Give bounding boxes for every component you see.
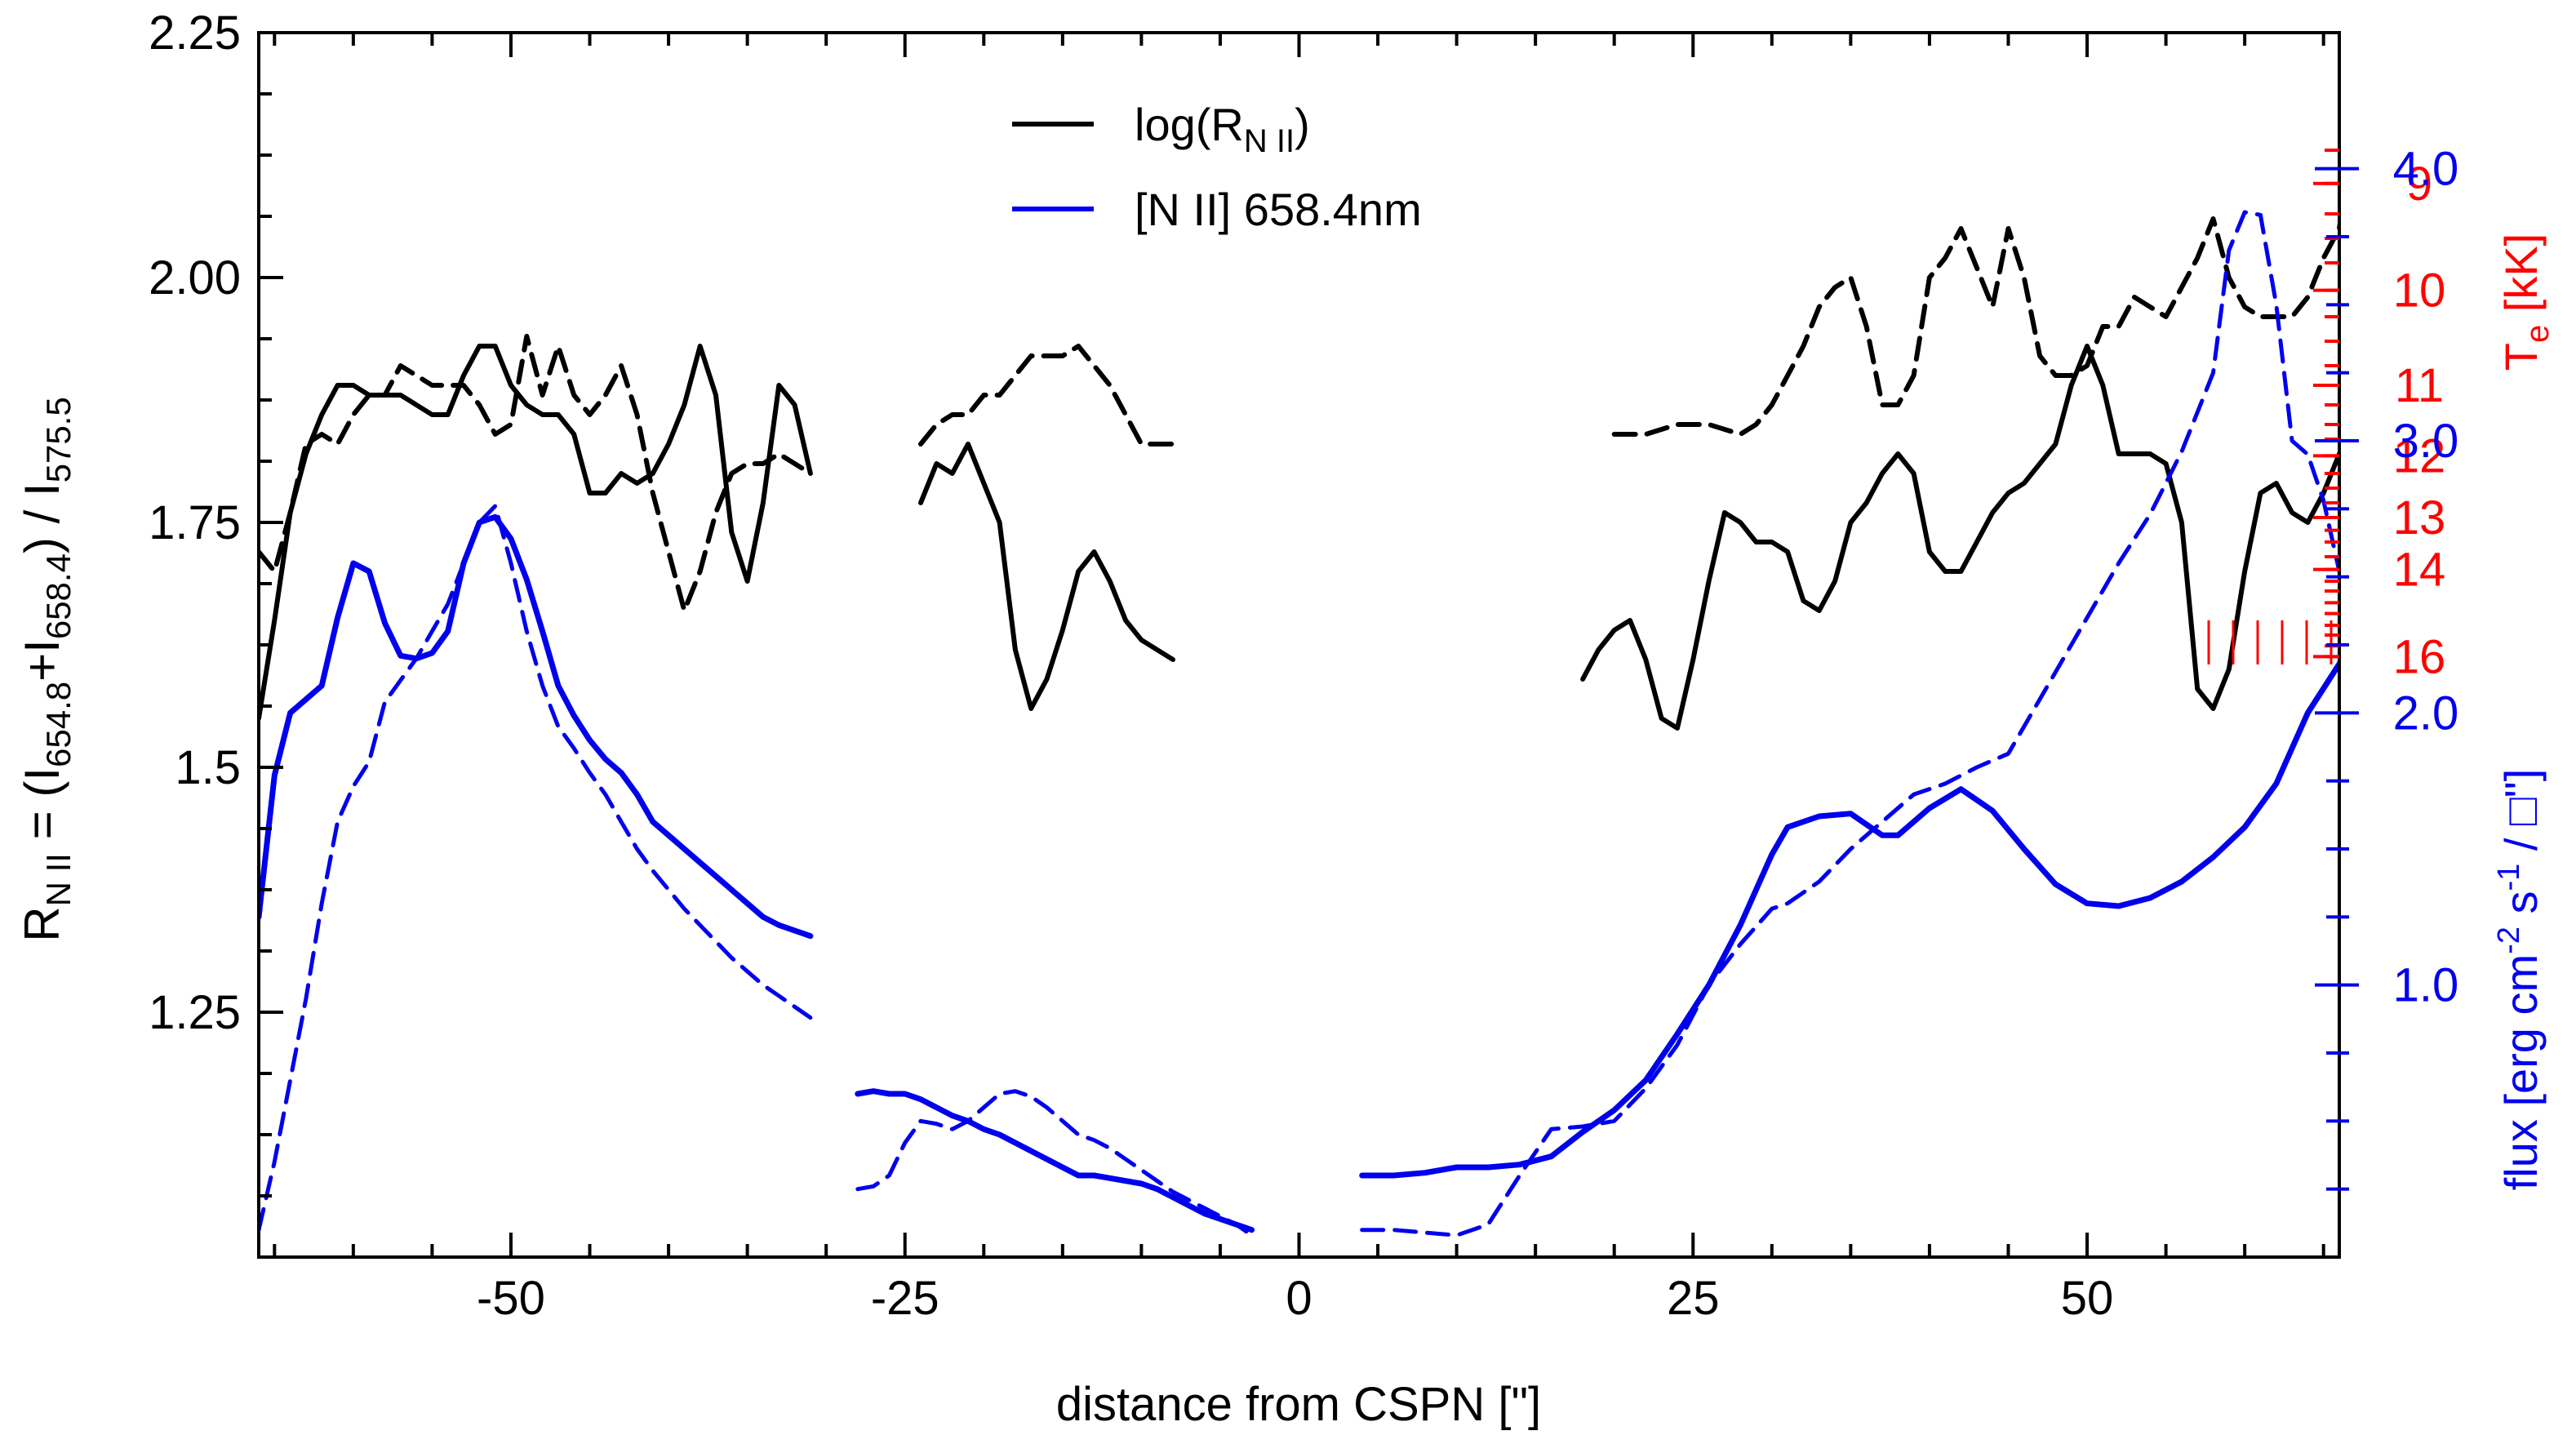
temp-tick-label: 9 (2406, 158, 2432, 211)
axes: -50 -25 0 25 501.251.51.752.002.259101112131… (149, 7, 2458, 1325)
x-tick-label: -50 (477, 1272, 545, 1325)
plot-lines (259, 210, 2339, 1237)
y-tick-label-left: 2.25 (149, 7, 241, 60)
series-1-segment-0 (259, 334, 813, 613)
flux-tick-label: 1.0 (2393, 959, 2459, 1012)
legend: log(RN II) [N II] 658.4nm (1012, 99, 1422, 235)
x-tick-label: -25 (871, 1272, 939, 1325)
y-tick-label-left: 1.75 (149, 496, 241, 549)
y-axis-label-flux: flux [erg cm-2 s-1 / □"] (2492, 769, 2547, 1191)
temp-tick-label: 12 (2393, 429, 2446, 482)
temp-tick-label: 11 (2395, 359, 2444, 412)
y-tick-label-left: 1.25 (149, 986, 241, 1039)
series-3-segment-0 (259, 504, 813, 1233)
legend-label-ratio: log(RN II) (1135, 99, 1310, 159)
series-0-segment-0 (259, 344, 813, 721)
series-2-segment-1 (855, 1088, 1255, 1233)
series-1-segment-2 (1611, 211, 2339, 437)
series-0-segment-2 (1580, 344, 2339, 731)
x-axis-label: distance from CSPN ["] (1056, 1378, 1541, 1431)
x-tick-label: 50 (2061, 1272, 2114, 1325)
series-3-segment-1 (855, 1089, 1255, 1237)
y-tick-label-left: 2.00 (149, 251, 241, 304)
flux-tick-label: 4.0 (2393, 143, 2459, 196)
series-1-segment-1 (918, 344, 1175, 447)
y-axis-label-temperature: Te [kK] (2495, 233, 2556, 371)
series-3-segment-2 (1360, 210, 2339, 1237)
temp-tick-label: 14 (2393, 544, 2446, 597)
series-2-segment-2 (1359, 657, 2339, 1179)
y-axis-label-left: RN II = (I654.8+I658.4) / I575.5 (15, 397, 78, 941)
x-tick-label: 0 (1286, 1272, 1312, 1325)
temp-tick-label: 13 (2393, 491, 2446, 544)
legend-label-flux: [N II] 658.4nm (1135, 184, 1422, 235)
y-tick-label-left: 1.5 (175, 741, 241, 794)
series-2-segment-0 (259, 513, 814, 940)
series-0-segment-1 (918, 442, 1175, 711)
temp-tick-label: 16 (2393, 630, 2446, 683)
x-tick-label: 25 (1667, 1272, 1720, 1325)
temp-tick-label: 10 (2393, 264, 2446, 318)
flux-tick-label: 3.0 (2393, 415, 2459, 468)
flux-tick-label: 2.0 (2393, 687, 2459, 740)
